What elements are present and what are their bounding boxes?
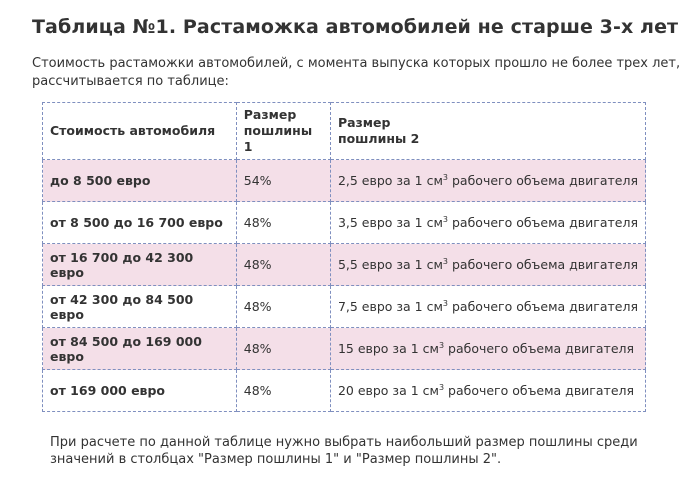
header-duty-2-line2: пошлины 2 [337,131,420,146]
page-title: Таблица №1. Растаможка автомобилей не ст… [32,16,679,38]
cell-duty-2: 2,5 евро за 1 см3 рабочего объема двигат… [329,159,647,202]
cell-duty-1: 48% [235,327,331,370]
table-header-row: Стоимость автомобиля Размер пошлины 1 Ра… [42,102,647,160]
header-duty-1-line2: пошлины 1 [243,123,313,154]
duty-2-rate-suffix: рабочего объема двигателя [448,257,638,272]
table-row: от 16 700 до 42 300 евро 48% 5,5 евро за… [42,243,647,286]
cell-duty-2: 7,5 евро за 1 см3 рабочего объема двигат… [329,285,647,328]
cubic-superscript: 3 [442,172,449,182]
table-row: от 8 500 до 16 700 евро 48% 3,5 евро за … [42,201,647,244]
cell-cost: от 16 700 до 42 300 евро [42,243,237,286]
header-car-cost: Стоимость автомобиля [42,102,237,160]
cell-duty-2: 5,5 евро за 1 см3 рабочего объема двигат… [329,243,647,286]
cell-duty-1: 48% [235,201,331,244]
customs-duty-table: Стоимость автомобиля Размер пошлины 1 Ра… [42,102,647,412]
cubic-superscript: 3 [442,214,449,224]
duty-2-rate-suffix: рабочего объема двигателя [448,215,638,230]
duty-2-rate: 2,5 евро за 1 см [337,173,443,188]
cubic-superscript: 3 [438,340,445,350]
duty-2-rate: 20 евро за 1 см [337,383,439,398]
duty-2-rate-suffix: рабочего объема двигателя [444,383,635,398]
duty-2-rate-suffix: рабочего объема двигателя [444,341,635,356]
intro-text: Стоимость растаможки автомобилей, с моме… [32,56,681,89]
cell-duty-2: 15 евро за 1 см3 рабочего объема двигате… [329,327,647,370]
table-row: от 84 500 до 169 000 евро 48% 15 евро за… [42,327,647,370]
duty-2-rate: 15 евро за 1 см [337,341,439,356]
table-row: от 42 300 до 84 500 евро 48% 7,5 евро за… [42,285,647,328]
table-row: от 169 000 евро 48% 20 евро за 1 см3 раб… [42,369,647,412]
header-duty-1: Размер пошлины 1 [235,102,331,160]
table-row: до 8 500 евро 54% 2,5 евро за 1 см3 рабо… [42,159,647,202]
cell-duty-2: 20 евро за 1 см3 рабочего объема двигате… [329,369,647,412]
cell-cost: от 8 500 до 16 700 евро [42,201,237,244]
cell-cost: от 84 500 до 169 000 евро [42,327,237,370]
duty-2-rate-suffix: рабочего объема двигателя [448,299,638,314]
cell-duty-1: 48% [235,243,331,286]
duty-2-rate-suffix: рабочего объема двигателя [448,173,638,188]
cell-duty-2: 3,5 евро за 1 см3 рабочего объема двигат… [329,201,647,244]
cell-duty-1: 48% [235,369,331,412]
duty-2-rate: 3,5 евро за 1 см [337,215,443,230]
cell-duty-1: 54% [235,159,331,202]
cubic-superscript: 3 [442,256,449,266]
cell-cost: до 8 500 евро [42,159,237,202]
cubic-superscript: 3 [442,298,449,308]
header-car-cost-label: Стоимость автомобиля [50,123,216,138]
footnote-text: При расчете по данной таблице нужно выбр… [50,435,638,467]
duty-2-rate: 7,5 евро за 1 см [337,299,443,314]
cubic-superscript: 3 [438,382,445,392]
header-duty-1-line1: Размер [243,107,297,122]
header-duty-2: Размер пошлины 2 [329,102,647,160]
cell-cost: от 169 000 евро [42,369,237,412]
cell-duty-1: 48% [235,285,331,328]
cell-cost: от 42 300 до 84 500 евро [42,285,237,328]
duty-2-rate: 5,5 евро за 1 см [337,257,443,272]
header-duty-2-line1: Размер [337,115,391,130]
